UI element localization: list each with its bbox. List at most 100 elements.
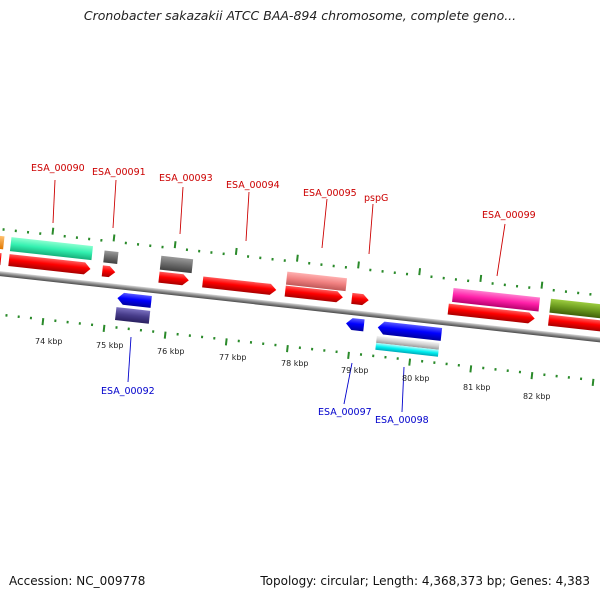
gene-block-esa-00100[interactable] <box>549 298 600 320</box>
minor-tick <box>359 353 363 356</box>
minor-tick <box>200 335 204 339</box>
minor-tick <box>222 252 225 256</box>
minor-tick <box>115 326 118 329</box>
bottom-labels: ESA_00092 ESA_00097 ESA_00098 <box>101 386 429 426</box>
major-tick <box>51 227 55 235</box>
minor-tick <box>26 230 30 234</box>
minor-tick <box>577 291 580 295</box>
minor-tick <box>310 347 314 351</box>
cds-forward-arrow-00091[interactable] <box>101 265 116 278</box>
tick-label-74: 74 kbp <box>35 337 63 346</box>
cds-forward-arrow-00093[interactable] <box>158 271 189 286</box>
tick-label-80: 80 kbp <box>402 374 430 383</box>
minor-tick <box>210 251 213 254</box>
cds-forward-arrow-pspG[interactable] <box>351 292 369 306</box>
gene-block-esa-00090[interactable] <box>9 237 93 261</box>
minor-tick <box>564 290 568 293</box>
minor-tick <box>445 362 448 366</box>
major-tick <box>41 318 45 326</box>
minor-tick <box>127 327 130 331</box>
minor-tick <box>506 369 509 373</box>
gene-label-esa-00094[interactable]: ESA_00094 <box>226 180 280 191</box>
minor-tick <box>124 241 127 245</box>
minor-tick <box>17 315 20 319</box>
minor-tick <box>152 330 155 333</box>
minor-tick <box>405 272 409 276</box>
major-tick <box>296 254 299 262</box>
label-leaders <box>52 179 506 413</box>
minor-tick <box>246 255 250 258</box>
gene-label-esa-00090[interactable]: ESA_00090 <box>31 163 85 174</box>
cds-reverse-arrow-00098[interactable] <box>377 321 443 341</box>
minor-tick <box>543 373 546 377</box>
gene-label-esa-00092[interactable]: ESA_00092 <box>101 386 155 397</box>
major-tick <box>286 345 289 353</box>
cds-reverse-arrow-00097[interactable] <box>345 317 365 332</box>
minor-tick <box>335 350 338 354</box>
tick-label-82: 82 kbp <box>523 392 551 401</box>
tick-label-75: 75 kbp <box>96 341 124 350</box>
major-tick <box>540 281 544 289</box>
major-tick <box>347 351 350 359</box>
gene-block-esa-00099[interactable] <box>452 288 541 312</box>
major-tick <box>163 331 167 339</box>
gene-block-esa-00095[interactable] <box>285 271 347 292</box>
minor-tick <box>320 263 323 266</box>
gene-block-esa-00091[interactable] <box>103 250 119 264</box>
cds-forward-arrow-00095[interactable] <box>284 285 344 303</box>
minor-tick <box>176 332 179 336</box>
minor-tick <box>262 342 265 346</box>
gene-block-esa-00098a[interactable] <box>376 335 440 350</box>
gene-block-esa-00098b[interactable] <box>375 342 439 357</box>
cds-forward-arrow-00099[interactable] <box>447 303 536 324</box>
minor-tick <box>589 292 592 296</box>
tick-label-77: 77 kbp <box>219 353 247 362</box>
cds-forward-arrow-00089[interactable] <box>0 251 2 266</box>
outer-tick-ring <box>2 227 592 296</box>
cds-reverse-arrow-00092[interactable] <box>117 292 152 308</box>
minor-tick <box>39 232 42 235</box>
gene-label-pspG[interactable]: pspG <box>364 193 388 204</box>
minor-tick <box>149 244 152 248</box>
major-tick <box>112 234 116 242</box>
gene-label-esa-00097[interactable]: ESA_00097 <box>318 407 372 418</box>
minor-tick <box>213 336 216 340</box>
minor-tick <box>139 328 143 332</box>
minor-tick <box>237 339 240 343</box>
minor-tick <box>344 265 348 269</box>
minor-tick <box>88 237 91 241</box>
minor-tick <box>249 340 253 344</box>
gene-label-esa-00091[interactable]: ESA_00091 <box>92 167 146 178</box>
minor-tick <box>185 248 189 252</box>
genome-summary-text: Topology: circular; Length: 4,368,373 bp… <box>260 574 590 588</box>
cds-forward-arrow-00090[interactable] <box>8 254 91 275</box>
minor-tick <box>384 355 387 359</box>
minor-tick <box>188 334 191 337</box>
gene-block-esa-00089[interactable] <box>0 234 5 250</box>
minor-tick <box>14 229 17 233</box>
minor-tick <box>552 288 555 292</box>
minor-tick <box>29 316 33 320</box>
major-tick <box>530 372 534 380</box>
major-tick <box>173 241 177 249</box>
minor-tick <box>421 359 424 363</box>
cds-forward-arrow-00100[interactable] <box>548 314 600 333</box>
minor-tick <box>467 279 470 283</box>
gene-block-esa-00092[interactable] <box>115 307 151 324</box>
cds-forward-arrow-00094[interactable] <box>202 276 277 295</box>
minor-tick <box>323 349 326 352</box>
minor-tick <box>2 228 5 231</box>
major-tick <box>479 274 483 283</box>
minor-tick <box>66 320 69 324</box>
minor-tick <box>381 270 384 273</box>
gene-label-esa-00095[interactable]: ESA_00095 <box>303 188 357 199</box>
minor-tick <box>491 282 494 285</box>
kbp-labels: 74 kbp 75 kbp 76 kbp 77 kbp 78 kbp 79 kb… <box>35 337 551 401</box>
minor-tick <box>271 257 274 261</box>
gene-label-esa-00099[interactable]: ESA_00099 <box>482 210 536 221</box>
major-tick <box>408 358 412 366</box>
gene-block-esa-00093[interactable] <box>159 255 194 274</box>
gene-label-esa-00098[interactable]: ESA_00098 <box>375 415 429 426</box>
gene-label-esa-00093[interactable]: ESA_00093 <box>159 173 213 184</box>
